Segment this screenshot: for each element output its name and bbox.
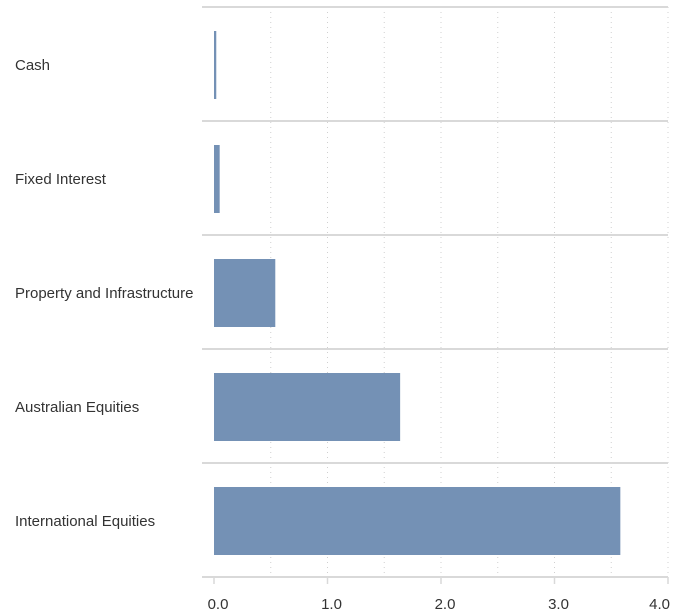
grid-lines — [270, 7, 669, 577]
x-tick-label: 1.0 — [321, 596, 342, 613]
category-label: Australian Equities — [15, 399, 139, 416]
category-label: Property and Infrastructure — [15, 285, 193, 302]
category-labels: Cash Fixed Interest Property and Infrastru… — [15, 57, 193, 530]
x-tick-label: 3.0 — [548, 596, 569, 613]
bar-cash — [214, 31, 217, 99]
bars — [214, 31, 621, 555]
x-axis: 0.0 1.0 2.0 3.0 4.0 — [202, 576, 670, 613]
x-tick-label: 0.0 — [208, 596, 229, 613]
category-label: Fixed Interest — [15, 171, 107, 188]
x-tick-label: 2.0 — [435, 596, 456, 613]
bar-fixed-interest — [214, 145, 220, 213]
bar-international-equities — [214, 487, 621, 555]
bar-australian-equities — [214, 373, 401, 441]
row-separators — [202, 6, 668, 464]
category-label: Cash — [15, 57, 50, 74]
bar-property-and-infrastructure — [214, 259, 276, 327]
x-tick-label: 4.0 — [649, 596, 670, 613]
category-label: International Equities — [15, 513, 155, 530]
